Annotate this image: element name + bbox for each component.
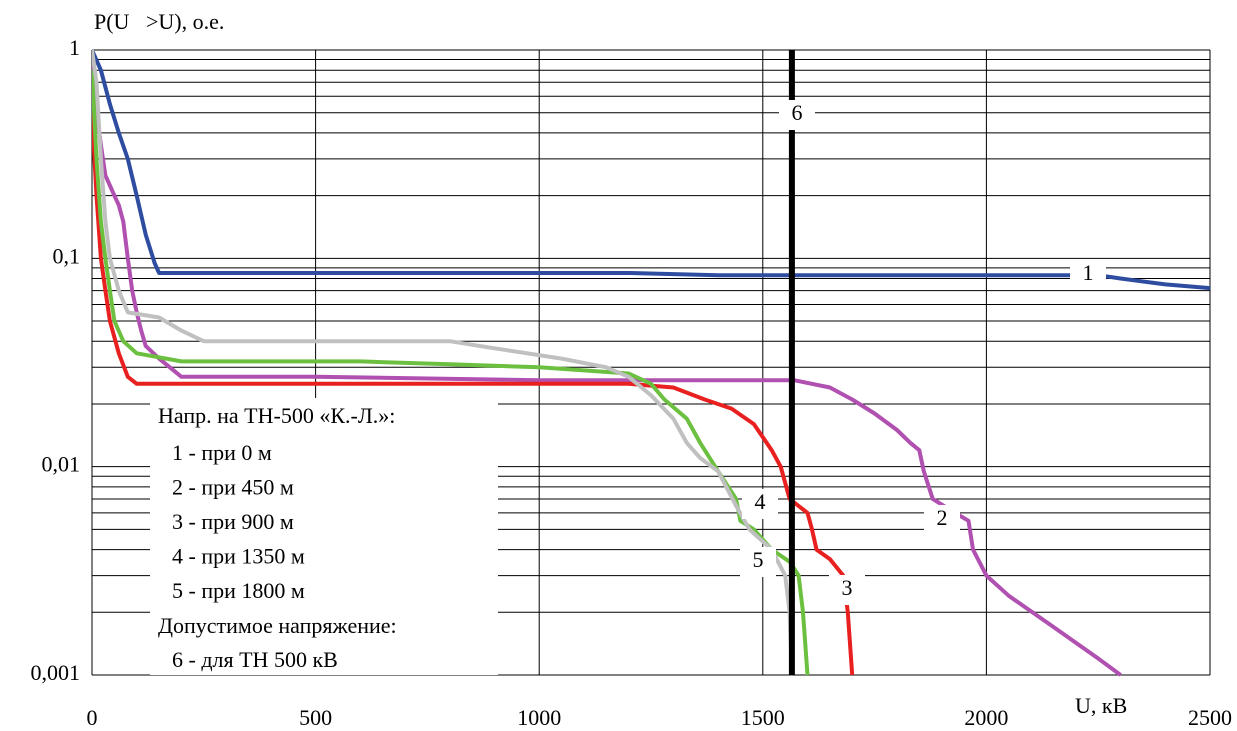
series-line — [92, 49, 1210, 291]
series-line — [92, 49, 1122, 677]
curve-label-bg — [742, 489, 778, 519]
series-line — [92, 112, 855, 676]
legend-entry: 4 - при 1350 м — [172, 544, 305, 569]
y-tick-label: 1 — [69, 35, 80, 60]
curve-label: 4 — [755, 489, 766, 514]
x-axis-label: U, кВ — [1075, 693, 1127, 718]
legend-subtitle: Допустимое напряжение: — [158, 613, 397, 638]
curve-label: 5 — [753, 547, 764, 572]
legend-entry: 1 - при 0 м — [172, 440, 272, 465]
legend-entry: 3 - при 900 м — [172, 509, 294, 534]
curve-label-bg — [924, 505, 960, 535]
legend-entry: 6 - для ТН 500 кВ — [172, 647, 338, 672]
curve-label: 6 — [792, 100, 803, 125]
x-tick-label: 500 — [299, 705, 332, 730]
legend-entry: 2 - при 450 м — [172, 475, 294, 500]
curve-label: 2 — [937, 505, 948, 530]
x-tick-label: 2000 — [964, 705, 1008, 730]
legend-box — [150, 398, 498, 675]
curve-label: 1 — [1083, 260, 1094, 285]
curve-label-bg — [829, 575, 865, 605]
curve-label-bg — [1070, 260, 1106, 290]
y-tick-label: 0,1 — [53, 243, 81, 268]
series-line — [92, 49, 794, 676]
x-tick-label: 0 — [87, 705, 98, 730]
legend-title: Напр. на ТН-500 «К.-Л.»: — [158, 403, 395, 428]
curve-label-bg — [740, 547, 776, 577]
x-tick-label: 2500 — [1188, 705, 1232, 730]
y-tick-label: 0,01 — [42, 452, 81, 477]
x-tick-label: 1000 — [517, 705, 561, 730]
curve-label-bg — [779, 100, 815, 130]
x-tick-label: 1500 — [741, 705, 785, 730]
y-tick-label: 0,001 — [31, 660, 81, 685]
curve-label: 3 — [842, 575, 853, 600]
legend-entry: 5 - при 1800 м — [172, 578, 305, 603]
y-axis-label: P(U >U), о.е. — [94, 9, 224, 34]
